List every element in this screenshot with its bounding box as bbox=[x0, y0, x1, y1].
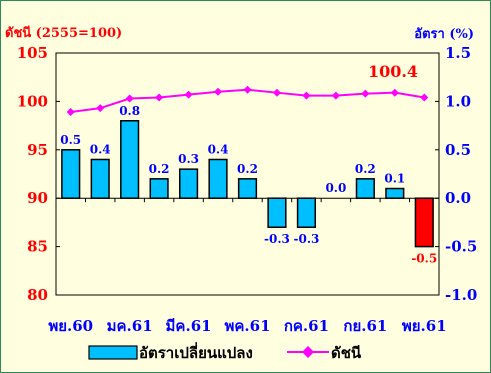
bar bbox=[149, 178, 169, 199]
index-point bbox=[155, 93, 164, 102]
bar bbox=[385, 187, 405, 199]
bar bbox=[237, 178, 258, 199]
axes: 80 85 90 95 100 105 -1.0 -0.5 0.0 0.5 1.0 1.5 พย.60 ม… bbox=[17, 44, 478, 335]
left-tick-label: 95 bbox=[27, 141, 48, 159]
bar bbox=[178, 168, 199, 199]
index-point bbox=[302, 91, 311, 100]
left-tick-label: 90 bbox=[27, 189, 48, 207]
index-point bbox=[361, 89, 370, 98]
left-tick-label: 105 bbox=[17, 44, 48, 62]
bar bbox=[267, 197, 287, 228]
bar-value-label: 0.0 bbox=[325, 181, 346, 195]
bar-value-label: -0.3 bbox=[293, 232, 319, 246]
x-tick-label: กค.61 bbox=[284, 317, 329, 335]
bar-value-label: 0.2 bbox=[149, 162, 170, 176]
bar bbox=[208, 158, 228, 199]
bar bbox=[61, 149, 81, 199]
legend-bar-label: อัตราเปลี่ยนแปลง bbox=[139, 342, 253, 362]
bar-value-label: -0.3 bbox=[264, 232, 290, 246]
index-point bbox=[96, 104, 105, 113]
x-tick-label: พย.60 bbox=[48, 317, 93, 335]
bar-value-label: 0.2 bbox=[355, 162, 376, 176]
index-point bbox=[66, 108, 75, 117]
bar bbox=[120, 120, 140, 199]
bar-value-label: 0.4 bbox=[90, 142, 111, 156]
index-point bbox=[125, 94, 134, 103]
bar bbox=[296, 197, 317, 228]
bar-value-label: 0.2 bbox=[237, 162, 258, 176]
right-tick-label: -1.0 bbox=[445, 286, 477, 304]
bar bbox=[90, 158, 110, 199]
bar-value-label: 0.1 bbox=[384, 172, 405, 186]
bar bbox=[414, 197, 434, 248]
index-point bbox=[420, 93, 429, 102]
plot-area-border bbox=[55, 52, 440, 296]
index-point bbox=[214, 87, 223, 96]
index-point bbox=[243, 85, 252, 94]
legend-line-label: ดัชนี bbox=[331, 344, 362, 362]
right-tick-label: 1.5 bbox=[445, 44, 471, 62]
bar-value-label: 0.8 bbox=[119, 104, 140, 118]
index-point bbox=[184, 90, 193, 99]
bar-value-label: 0.5 bbox=[60, 133, 81, 147]
x-tick-label: พค.61 bbox=[224, 317, 270, 335]
x-tick-label: มค.61 bbox=[107, 317, 153, 335]
bar-value-label: -0.5 bbox=[411, 252, 437, 266]
bar-value-label: 0.4 bbox=[208, 142, 229, 156]
right-tick-label: -0.5 bbox=[445, 238, 477, 256]
line-series bbox=[66, 85, 429, 117]
x-tick-label: มีค.61 bbox=[166, 317, 212, 335]
legend-bar-swatch bbox=[88, 345, 138, 360]
legend-line-marker bbox=[302, 346, 314, 358]
left-tick-label: 100 bbox=[17, 92, 48, 110]
x-tick-label: กย.61 bbox=[343, 317, 387, 335]
left-tick-label: 80 bbox=[27, 286, 48, 304]
right-tick-label: 0.0 bbox=[445, 189, 471, 207]
left-axis-title: ดัชนี (2555=100) bbox=[5, 25, 122, 41]
right-tick-label: 1.0 bbox=[445, 92, 471, 110]
bar-series bbox=[61, 120, 434, 248]
index-point bbox=[331, 91, 340, 100]
legend: อัตราเปลี่ยนแปลง ดัชนี bbox=[88, 342, 362, 362]
latest-index-annotation: 100.4 bbox=[368, 62, 418, 81]
right-axis-title: อัตรา (%) bbox=[414, 27, 474, 42]
data-labels: 0.5 0.4 0.8 0.2 0.3 0.4 0.2 -0.3 -0.3 0.0 0.2 0.1 -0… bbox=[60, 104, 437, 266]
bar bbox=[355, 178, 375, 199]
x-tick-label: พย.61 bbox=[402, 317, 447, 335]
right-tick-label: 0.5 bbox=[445, 141, 471, 159]
bar-value-label: 0.3 bbox=[178, 152, 199, 166]
index-point bbox=[390, 88, 399, 97]
left-tick-label: 85 bbox=[27, 238, 48, 256]
index-point bbox=[272, 88, 281, 97]
